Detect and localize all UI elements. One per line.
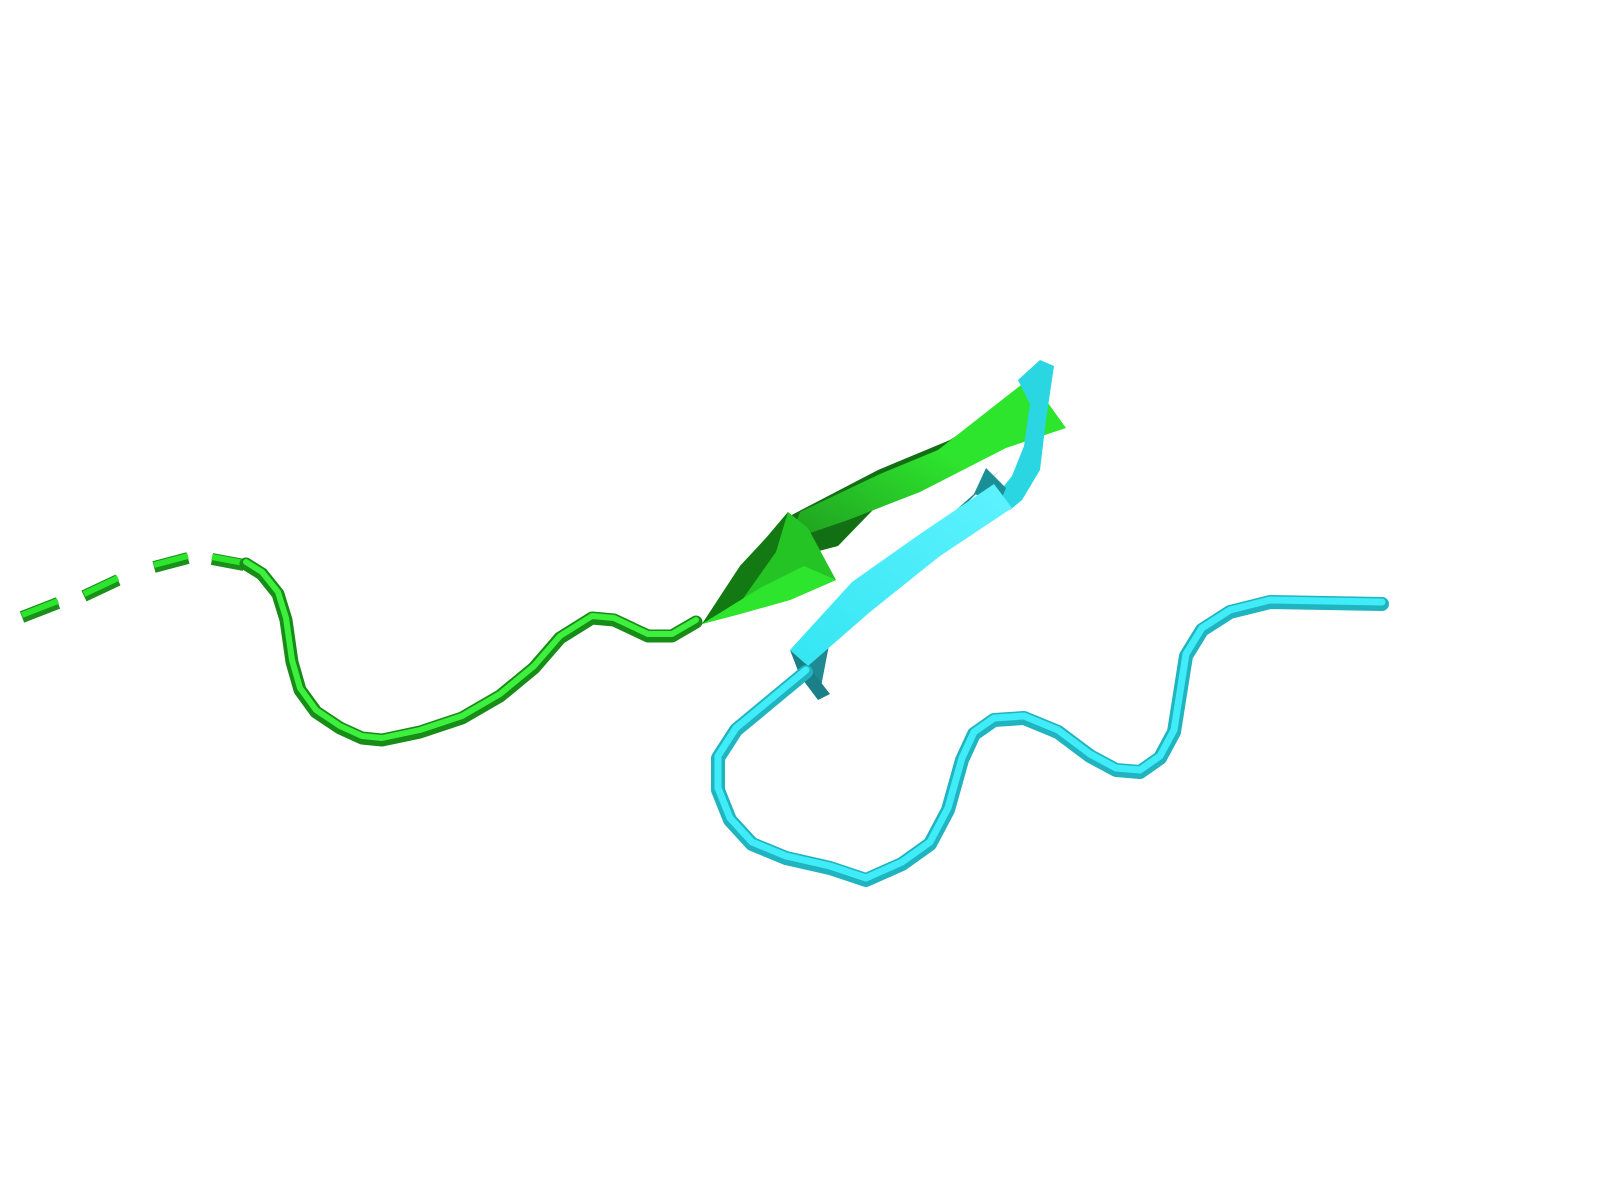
chain-b [711, 360, 1389, 887]
chain-a-beta-strand [702, 378, 1066, 624]
chain-a [19, 378, 1066, 747]
chain-a-dashed-coil [19, 552, 246, 623]
